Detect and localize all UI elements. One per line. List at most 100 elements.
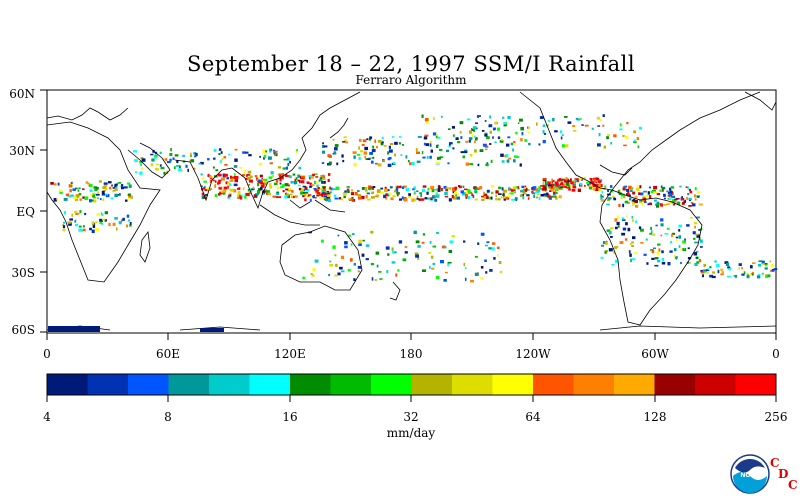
rainfall-cell	[228, 153, 231, 156]
rainfall-cell	[282, 173, 285, 177]
rainfall-cell	[398, 136, 402, 138]
rainfall-cell	[359, 138, 362, 142]
rainfall-cell	[368, 138, 372, 141]
rainfall-cell	[488, 196, 492, 200]
rainfall-cell	[238, 194, 243, 197]
rainfall-cell	[258, 188, 261, 191]
rainfall-cell	[572, 185, 577, 189]
rainfall-cell	[374, 279, 378, 281]
rainfall-cell	[479, 186, 483, 190]
rainfall-cell	[552, 195, 557, 198]
rainfall-cell	[527, 197, 530, 200]
rainfall-cell	[399, 185, 402, 188]
rainfall-cell	[524, 185, 527, 188]
rainfall-cell	[311, 274, 315, 277]
south-america-coastline	[599, 189, 703, 326]
rainfall-cell	[103, 182, 108, 185]
rainfall-cell	[296, 149, 298, 152]
rainfall-cell	[758, 273, 761, 277]
rainfall-cell	[102, 186, 107, 189]
rainfall-cell	[629, 253, 632, 257]
rainfall-cell	[600, 198, 603, 201]
rainfall-cell	[661, 186, 666, 190]
rainfall-cell	[316, 194, 319, 197]
rainfall-cell	[506, 154, 509, 158]
rainfall-cell	[619, 128, 623, 131]
rainfall-cell	[497, 136, 501, 140]
rainfall-cell	[678, 224, 682, 228]
rainfall-cell	[426, 156, 429, 159]
rainfall-cell	[750, 265, 753, 269]
rainfall-cell	[276, 191, 279, 194]
rainfall-cell	[193, 152, 197, 155]
rainfall-cell	[476, 115, 481, 117]
rainfall-cell	[79, 210, 82, 214]
rainfall-cell	[363, 151, 367, 155]
rainfall-cell	[511, 142, 516, 146]
rainfall-cell	[78, 187, 81, 190]
rainfall-cell	[489, 130, 492, 134]
rainfall-cell	[660, 185, 663, 189]
rainfall-cell	[717, 269, 720, 274]
rainfall-cell	[523, 188, 528, 192]
rainfall-cell	[75, 187, 78, 190]
rainfall-cell	[458, 185, 461, 187]
rainfall-cell	[498, 136, 502, 139]
rainfall-cell	[96, 213, 100, 216]
rainfall-cell	[764, 263, 768, 265]
rainfall-cell	[693, 252, 698, 256]
rainfall-cell	[367, 158, 371, 160]
colorbar-swatch	[87, 374, 129, 395]
rainfall-cell	[320, 174, 325, 179]
rainfall-cell	[305, 188, 310, 192]
rainfall-cell	[415, 240, 420, 244]
rainfall-cell	[639, 199, 643, 203]
rainfall-field	[50, 114, 778, 283]
rainfall-cell	[709, 266, 712, 269]
rainfall-cell	[592, 184, 596, 187]
rainfall-cell	[269, 162, 273, 165]
rainfall-cell	[757, 263, 762, 267]
rainfall-cell	[430, 255, 434, 259]
rainfall-cell	[711, 275, 716, 279]
rainfall-cell	[337, 234, 340, 237]
rainfall-cell	[694, 262, 698, 266]
rainfall-cell	[223, 175, 226, 178]
rainfall-cell	[348, 198, 351, 200]
rainfall-cell	[539, 116, 544, 119]
rainfall-cell	[351, 189, 354, 192]
rainfall-cell	[460, 151, 465, 154]
rainfall-cell	[440, 260, 444, 264]
rainfall-cell	[577, 188, 581, 192]
rainfall-cell	[694, 194, 696, 198]
rainfall-cell	[89, 183, 93, 187]
rainfall-cell	[494, 141, 497, 144]
rainfall-cell	[604, 185, 607, 188]
rainfall-cell	[328, 274, 330, 277]
rainfall-cell	[634, 252, 638, 255]
rainfall-cell	[329, 191, 332, 194]
rainfall-cell	[338, 197, 342, 200]
rainfall-cell	[372, 156, 375, 159]
colorbar-swatch	[695, 374, 736, 395]
rainfall-cell	[229, 193, 232, 197]
rainfall-cell	[597, 125, 601, 127]
rainfall-cell	[185, 164, 188, 168]
rainfall-cell	[170, 148, 172, 152]
rainfall-cell	[618, 203, 621, 207]
rainfall-cell	[494, 121, 498, 125]
rainfall-cell	[321, 181, 325, 184]
rainfall-cell	[635, 204, 639, 208]
rainfall-cell	[630, 189, 633, 192]
rainfall-cell	[344, 245, 348, 249]
rainfall-cell	[497, 254, 499, 257]
rainfall-cell	[369, 152, 373, 155]
rainfall-cell	[139, 161, 143, 164]
rainfall-cell	[659, 189, 662, 192]
rainfall-cell	[527, 189, 530, 191]
rainfall-cell	[675, 236, 678, 239]
rainfall-cell	[449, 142, 453, 145]
rainfall-cell	[579, 177, 583, 180]
rainfall-cell	[358, 146, 360, 150]
rainfall-cell	[599, 118, 602, 122]
